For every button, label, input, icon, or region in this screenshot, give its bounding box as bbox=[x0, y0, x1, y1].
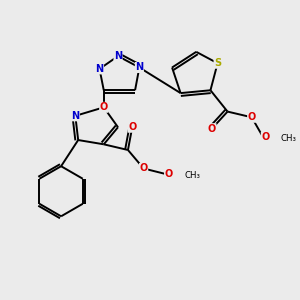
Text: O: O bbox=[248, 112, 256, 122]
Text: O: O bbox=[140, 164, 148, 173]
Text: O: O bbox=[100, 102, 108, 112]
Text: O: O bbox=[261, 132, 269, 142]
Text: CH₃: CH₃ bbox=[281, 134, 297, 143]
Text: O: O bbox=[128, 122, 136, 132]
Text: N: N bbox=[114, 51, 122, 61]
Text: O: O bbox=[164, 169, 173, 179]
Text: CH₃: CH₃ bbox=[184, 171, 200, 180]
Text: N: N bbox=[71, 111, 80, 121]
Text: N: N bbox=[135, 62, 143, 73]
Text: S: S bbox=[214, 58, 221, 68]
Text: O: O bbox=[208, 124, 216, 134]
Text: N: N bbox=[95, 64, 104, 74]
